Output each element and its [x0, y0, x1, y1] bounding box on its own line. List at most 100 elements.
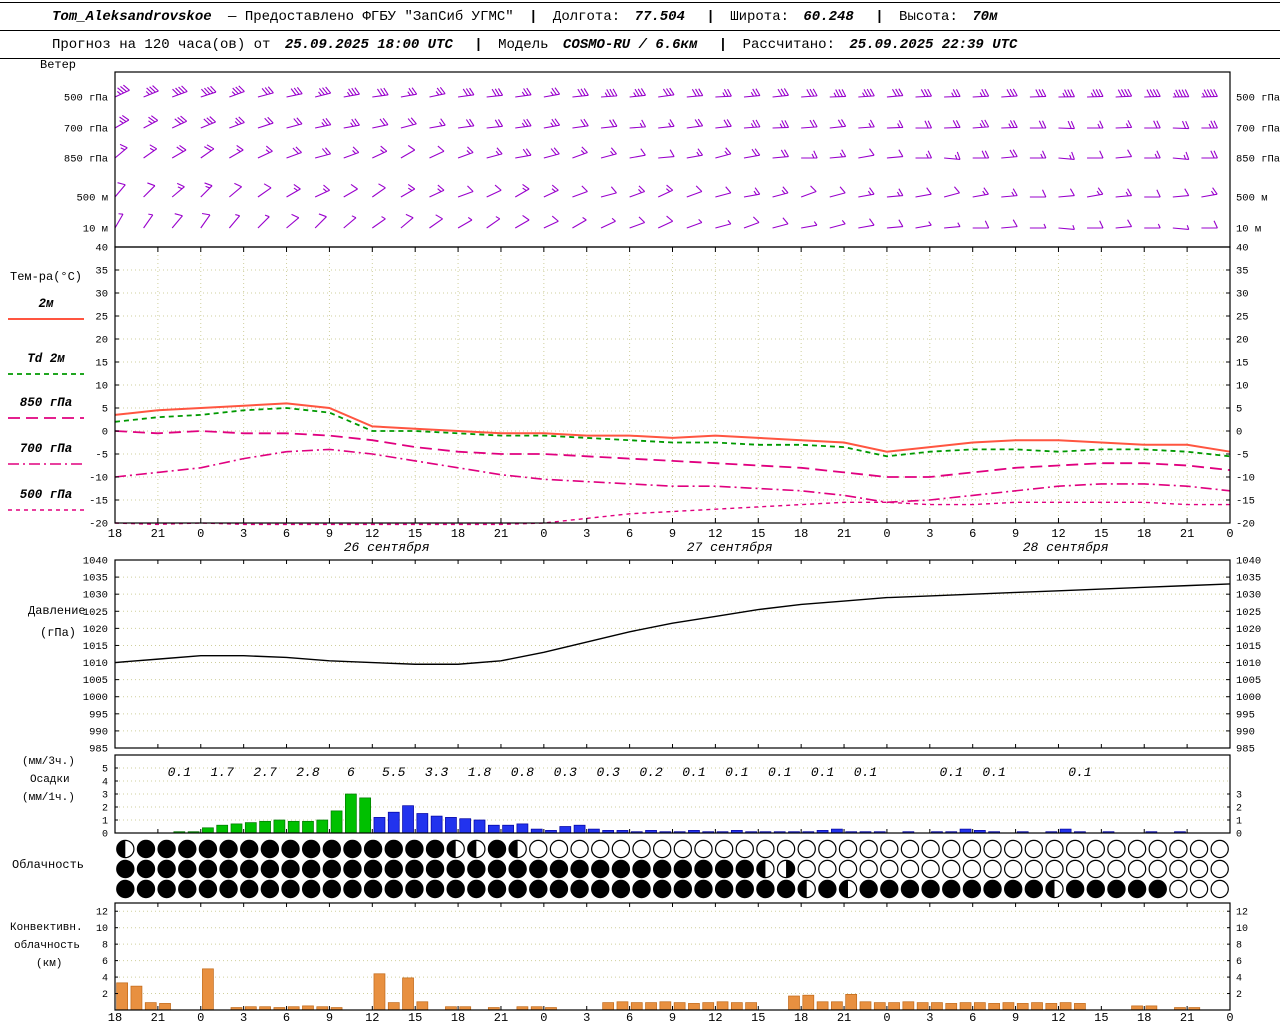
svg-text:5: 5 — [102, 404, 108, 416]
svg-text:1030: 1030 — [1236, 590, 1261, 602]
svg-text:4: 4 — [1236, 974, 1242, 985]
svg-text:9: 9 — [326, 1011, 333, 1024]
svg-text:2: 2 — [102, 804, 108, 815]
svg-text:12: 12 — [1051, 1011, 1065, 1024]
svg-text:985: 985 — [89, 744, 108, 756]
svg-text:1020: 1020 — [1236, 624, 1261, 636]
svg-text:8: 8 — [102, 941, 108, 952]
longitude-label: Долгота: — [552, 9, 621, 25]
svg-text:5.5: 5.5 — [382, 765, 406, 780]
svg-text:6: 6 — [347, 765, 355, 780]
svg-text:500 м: 500 м — [76, 193, 108, 205]
svg-text:0: 0 — [883, 1011, 890, 1024]
convective-label-2: облачность — [14, 940, 81, 952]
svg-text:15: 15 — [1094, 527, 1108, 541]
svg-text:0: 0 — [102, 427, 108, 439]
svg-text:2: 2 — [1236, 990, 1242, 1001]
svg-text:40: 40 — [1236, 243, 1249, 255]
convective-label-1: Конвективн. — [10, 922, 83, 934]
svg-text:-10: -10 — [89, 473, 108, 485]
svg-text:12: 12 — [96, 908, 108, 919]
svg-text:0: 0 — [540, 527, 547, 541]
svg-text:1040: 1040 — [1236, 556, 1261, 568]
forecast-time: 25.09.2025 18:00 UTC — [284, 37, 453, 53]
svg-text:15: 15 — [1236, 358, 1249, 370]
svg-text:-5: -5 — [95, 450, 108, 462]
svg-text:18: 18 — [451, 1011, 465, 1024]
svg-text:1015: 1015 — [83, 641, 108, 653]
svg-text:2м: 2м — [38, 297, 54, 311]
svg-text:10: 10 — [1236, 924, 1248, 935]
svg-text:0.3: 0.3 — [596, 765, 620, 780]
svg-text:3: 3 — [583, 1011, 590, 1024]
svg-text:0: 0 — [1236, 830, 1242, 841]
svg-text:27 сентября: 27 сентября — [687, 540, 773, 555]
calc-time: 25.09.2025 22:39 UTC — [849, 37, 1018, 53]
svg-text:2.8: 2.8 — [296, 765, 320, 780]
svg-text:21: 21 — [1180, 527, 1194, 541]
svg-text:500 м: 500 м — [1236, 193, 1268, 205]
svg-text:18: 18 — [108, 527, 122, 541]
svg-text:9: 9 — [326, 527, 333, 541]
svg-text:995: 995 — [89, 709, 108, 721]
svg-text:0.8: 0.8 — [511, 765, 535, 780]
svg-text:18: 18 — [1137, 527, 1151, 541]
svg-text:3.3: 3.3 — [425, 765, 449, 780]
svg-text:28 сентября: 28 сентября — [1023, 540, 1109, 555]
svg-text:2: 2 — [1236, 804, 1242, 815]
svg-text:30: 30 — [1236, 289, 1249, 301]
svg-text:1030: 1030 — [83, 590, 108, 602]
svg-text:700 гПа: 700 гПа — [20, 442, 73, 456]
svg-text:5: 5 — [1236, 404, 1242, 416]
svg-text:500 гПа: 500 гПа — [1236, 93, 1280, 105]
svg-text:3: 3 — [1236, 791, 1242, 802]
header-line-1: Tom_Aleksandrovskoe — Предоставлено ФГБУ… — [0, 3, 1280, 31]
svg-text:-15: -15 — [1236, 496, 1255, 508]
svg-text:-20: -20 — [1236, 519, 1255, 531]
svg-text:6: 6 — [626, 1011, 633, 1024]
svg-text:3: 3 — [240, 527, 247, 541]
svg-text:-15: -15 — [89, 496, 108, 508]
svg-text:1000: 1000 — [1236, 692, 1261, 704]
convective-label-3: (км) — [36, 958, 63, 970]
svg-text:21: 21 — [494, 527, 508, 541]
precip-1h-label: (мм/1ч.) — [22, 792, 75, 804]
svg-text:0: 0 — [883, 527, 890, 541]
svg-text:1015: 1015 — [1236, 641, 1261, 653]
svg-text:25: 25 — [1236, 312, 1249, 324]
svg-text:6: 6 — [1236, 957, 1242, 968]
pressure-unit-label: (гПа) — [40, 626, 77, 640]
svg-text:700 гПа: 700 гПа — [64, 124, 108, 136]
svg-text:3: 3 — [102, 791, 108, 802]
svg-text:0.3: 0.3 — [554, 765, 578, 780]
svg-text:15: 15 — [751, 527, 765, 541]
precip-3h-label: (мм/3ч.) — [22, 756, 75, 768]
separator: | — [718, 37, 728, 53]
svg-text:21: 21 — [837, 1011, 851, 1024]
svg-text:700 гПа: 700 гПа — [1236, 124, 1280, 136]
svg-text:4: 4 — [102, 778, 108, 789]
svg-text:Td 2м: Td 2м — [27, 352, 65, 366]
svg-text:5: 5 — [102, 765, 108, 776]
svg-text:10 м: 10 м — [83, 224, 108, 236]
svg-text:1025: 1025 — [83, 607, 108, 619]
svg-text:0: 0 — [197, 527, 204, 541]
latitude-value: 60.248 — [803, 9, 854, 25]
pressure-panel-label: Давление — [28, 604, 86, 618]
svg-text:0: 0 — [1236, 427, 1242, 439]
svg-text:9: 9 — [1012, 1011, 1019, 1024]
svg-text:35: 35 — [1236, 266, 1249, 278]
svg-text:18: 18 — [108, 1011, 122, 1024]
svg-text:3: 3 — [926, 1011, 933, 1024]
svg-text:18: 18 — [1137, 1011, 1151, 1024]
svg-text:2.7: 2.7 — [253, 765, 277, 780]
precip-panel-label: Осадки — [30, 774, 70, 786]
svg-text:-10: -10 — [1236, 473, 1255, 485]
svg-text:12: 12 — [708, 1011, 722, 1024]
forecast-label: Прогноз на 120 часа(ов) от — [52, 37, 271, 53]
svg-text:-5: -5 — [1236, 450, 1249, 462]
svg-text:0.1: 0.1 — [168, 765, 191, 780]
svg-text:0.1: 0.1 — [811, 765, 834, 780]
svg-text:990: 990 — [89, 726, 108, 738]
